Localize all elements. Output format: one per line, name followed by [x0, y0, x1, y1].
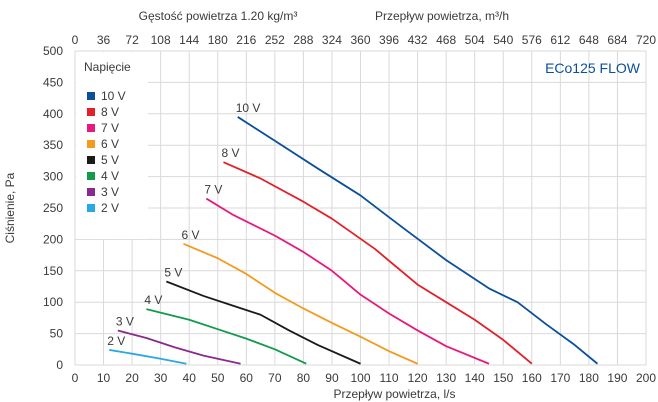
legend-swatch: [87, 140, 95, 148]
x2-tick-label: 72: [125, 33, 139, 47]
x-tick-label: 10: [97, 371, 111, 385]
y-axis-title: Ciśnienie, Pa: [3, 172, 17, 243]
series-line: [183, 242, 418, 365]
series-line: [109, 349, 187, 365]
x-tick-label: 60: [240, 371, 254, 385]
x2-tick-label: 504: [465, 33, 485, 47]
y-tick-label: 450: [43, 75, 63, 89]
x2-tick-label: 576: [522, 33, 542, 47]
legend-swatch: [87, 156, 95, 164]
x-tick-label: 100: [350, 371, 370, 385]
x2-tick-label: 216: [236, 33, 256, 47]
x-tick-label: 70: [268, 371, 282, 385]
y-tick-label: 500: [43, 44, 63, 58]
axes: 0 10 20 30 40 50 60 70 80 90 100 110 120 130 140 150 160…: [43, 33, 656, 385]
y-tick-label: 200: [43, 232, 63, 246]
x2-tick-label: 648: [579, 33, 599, 47]
x2-tick-label: 288: [293, 33, 313, 47]
series-end-label: 10 V: [236, 101, 261, 115]
series-line: [205, 197, 490, 365]
x-tick-label: 150: [493, 371, 513, 385]
legend-item-label: 5 V: [101, 153, 119, 167]
x2-tick-label: 432: [408, 33, 428, 47]
x2-tick-label: 108: [151, 33, 171, 47]
legend-swatch: [87, 124, 95, 132]
chart-title: ECo125 FLOW: [545, 60, 641, 76]
x2-tick-label: 684: [607, 33, 627, 47]
x-tick-label: 30: [154, 371, 168, 385]
x-tick-label: 110: [379, 371, 398, 385]
x-tick-label: 0: [72, 371, 79, 385]
series-end-label: 7 V: [204, 183, 222, 197]
series-end-label: 4 V: [144, 293, 162, 307]
x-tick-label: 40: [183, 371, 197, 385]
secondary-axis-title: Przepływ powietrza, m³/h: [375, 9, 509, 23]
legend-swatch: [87, 108, 95, 116]
legend-item-label: 7 V: [101, 121, 119, 135]
x-tick-label: 130: [436, 371, 456, 385]
legend-swatch: [87, 92, 95, 100]
x-tick-label: 190: [607, 371, 627, 385]
x2-tick-label: 396: [379, 33, 399, 47]
x2-tick-label: 0: [72, 33, 79, 47]
x-tick-label: 80: [297, 371, 311, 385]
legend-item-label: 10 V: [101, 89, 126, 103]
y-tick-label: 250: [43, 201, 63, 215]
x2-tick-label: 180: [208, 33, 228, 47]
series-line: [166, 280, 361, 365]
series-line: [146, 308, 307, 365]
legend-item-label: 8 V: [101, 105, 119, 119]
y-tick-label: 50: [50, 327, 64, 341]
series-line: [237, 116, 599, 365]
y-tick-label: 300: [43, 170, 63, 184]
series-layer: 10 V 8 V 7 V 6 V 5 V4 V 3 V 2 V: [107, 101, 599, 365]
x-tick-label: 180: [579, 371, 599, 385]
series-end-label: 6 V: [181, 228, 199, 242]
x-tick-label: 120: [408, 371, 428, 385]
y-tick-label: 400: [43, 107, 63, 121]
x-tick-label: 20: [125, 371, 139, 385]
x-tick-label: 50: [211, 371, 225, 385]
y-tick-label: 350: [43, 138, 63, 152]
x2-tick-label: 720: [636, 33, 656, 47]
secondary-axis-density-label: Gęstość powietrza 1.20 kg/m³: [139, 9, 298, 23]
x2-tick-label: 360: [350, 33, 370, 47]
legend-item-label: 6 V: [101, 137, 119, 151]
x2-tick-label: 540: [493, 33, 513, 47]
x2-tick-label: 324: [322, 33, 342, 47]
x-tick-label: 160: [522, 371, 542, 385]
y-tick-label: 100: [43, 295, 63, 309]
x-tick-label: 200: [636, 371, 656, 385]
x2-tick-label: 252: [265, 33, 285, 47]
legend-item-label: 2 V: [101, 201, 119, 215]
series-end-label: 8 V: [221, 146, 239, 160]
x-axis-title: Przepływ powietrza, l/s: [333, 387, 455, 401]
series-end-label: 5 V: [164, 265, 182, 279]
series-end-label: 3 V: [116, 314, 134, 328]
x2-tick-label: 36: [97, 33, 111, 47]
legend-swatch: [87, 188, 95, 196]
legend-item-label: 4 V: [101, 169, 119, 183]
legend-title: Napięcie: [84, 60, 131, 74]
legend-swatch: [87, 172, 95, 180]
y-tick-label: 150: [43, 264, 63, 278]
series-line: [223, 161, 533, 365]
y-tick-label: 0: [56, 358, 63, 372]
x2-tick-label: 468: [436, 33, 456, 47]
series-end-label: 2 V: [107, 334, 125, 348]
x2-tick-label: 612: [550, 33, 570, 47]
x-tick-label: 90: [325, 371, 339, 385]
legend-swatch: [87, 204, 95, 212]
grid: [74, 50, 647, 366]
series-line: [117, 329, 241, 365]
x-tick-label: 170: [550, 371, 570, 385]
legend: Napięcie 10 V 8 V 7 V 6 V 5 V 4 V 3 V 2 V: [84, 60, 131, 215]
x-tick-label: 140: [465, 371, 485, 385]
legend-item-label: 3 V: [101, 185, 119, 199]
x2-tick-label: 144: [179, 33, 199, 47]
